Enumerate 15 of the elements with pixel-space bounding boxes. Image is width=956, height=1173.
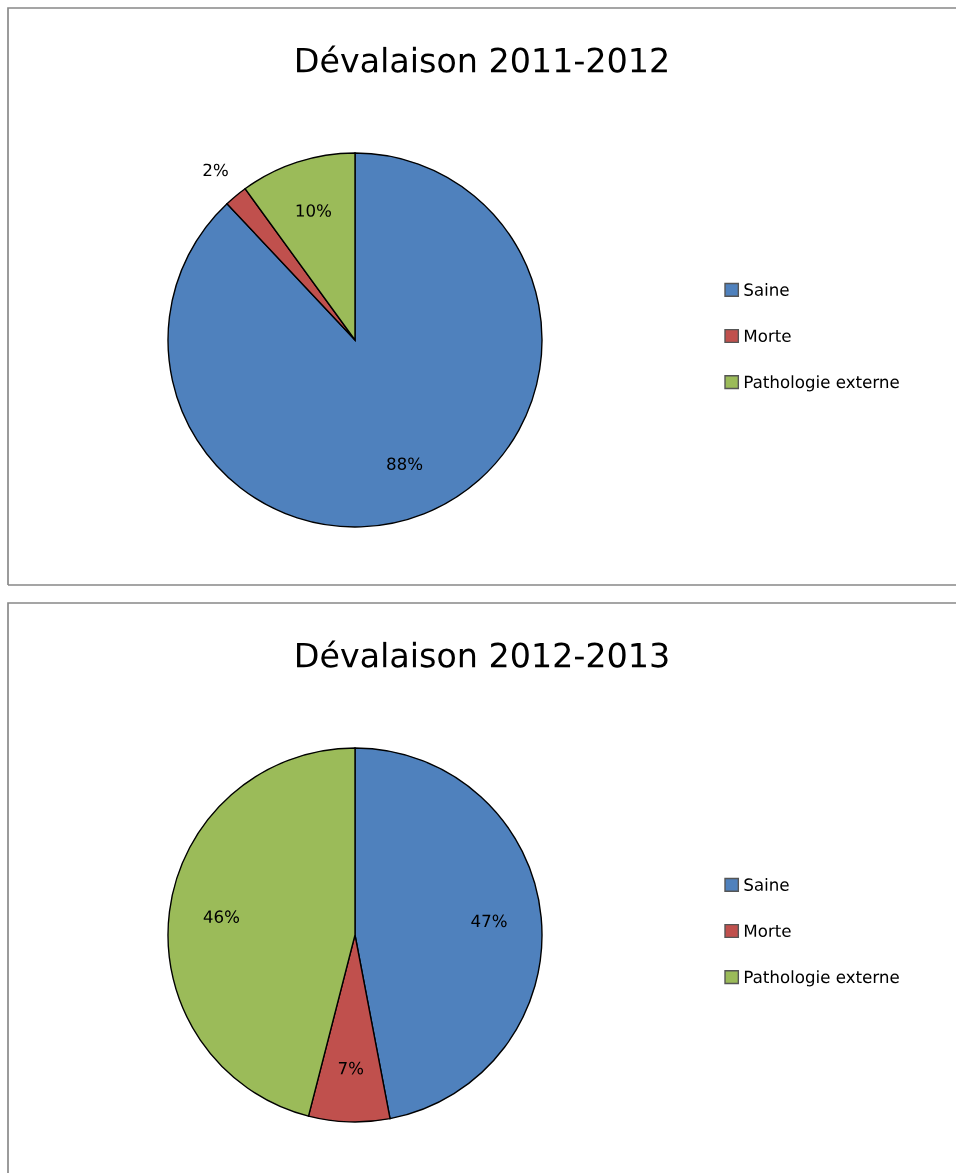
data-label: 2%	[203, 163, 228, 177]
data-label: 10%	[296, 204, 331, 217]
data-label: 7%	[338, 1061, 364, 1075]
legend-label: Saine	[744, 283, 789, 296]
pie-slice	[167, 152, 543, 528]
legend-label: Morte	[744, 924, 791, 938]
legend-label: Pathologie externe	[744, 375, 899, 392]
legend-label: Pathologie externe	[744, 970, 899, 987]
data-label: 46%	[203, 910, 240, 923]
legend-label: Morte	[744, 329, 791, 343]
chart-title: Dévalaison 2012-2013	[297, 640, 668, 668]
chart-title: Dévalaison 2011-2012	[297, 45, 667, 73]
data-label: 47%	[471, 914, 507, 928]
data-label: 88%	[387, 457, 423, 471]
legend-label: Saine	[744, 878, 789, 891]
